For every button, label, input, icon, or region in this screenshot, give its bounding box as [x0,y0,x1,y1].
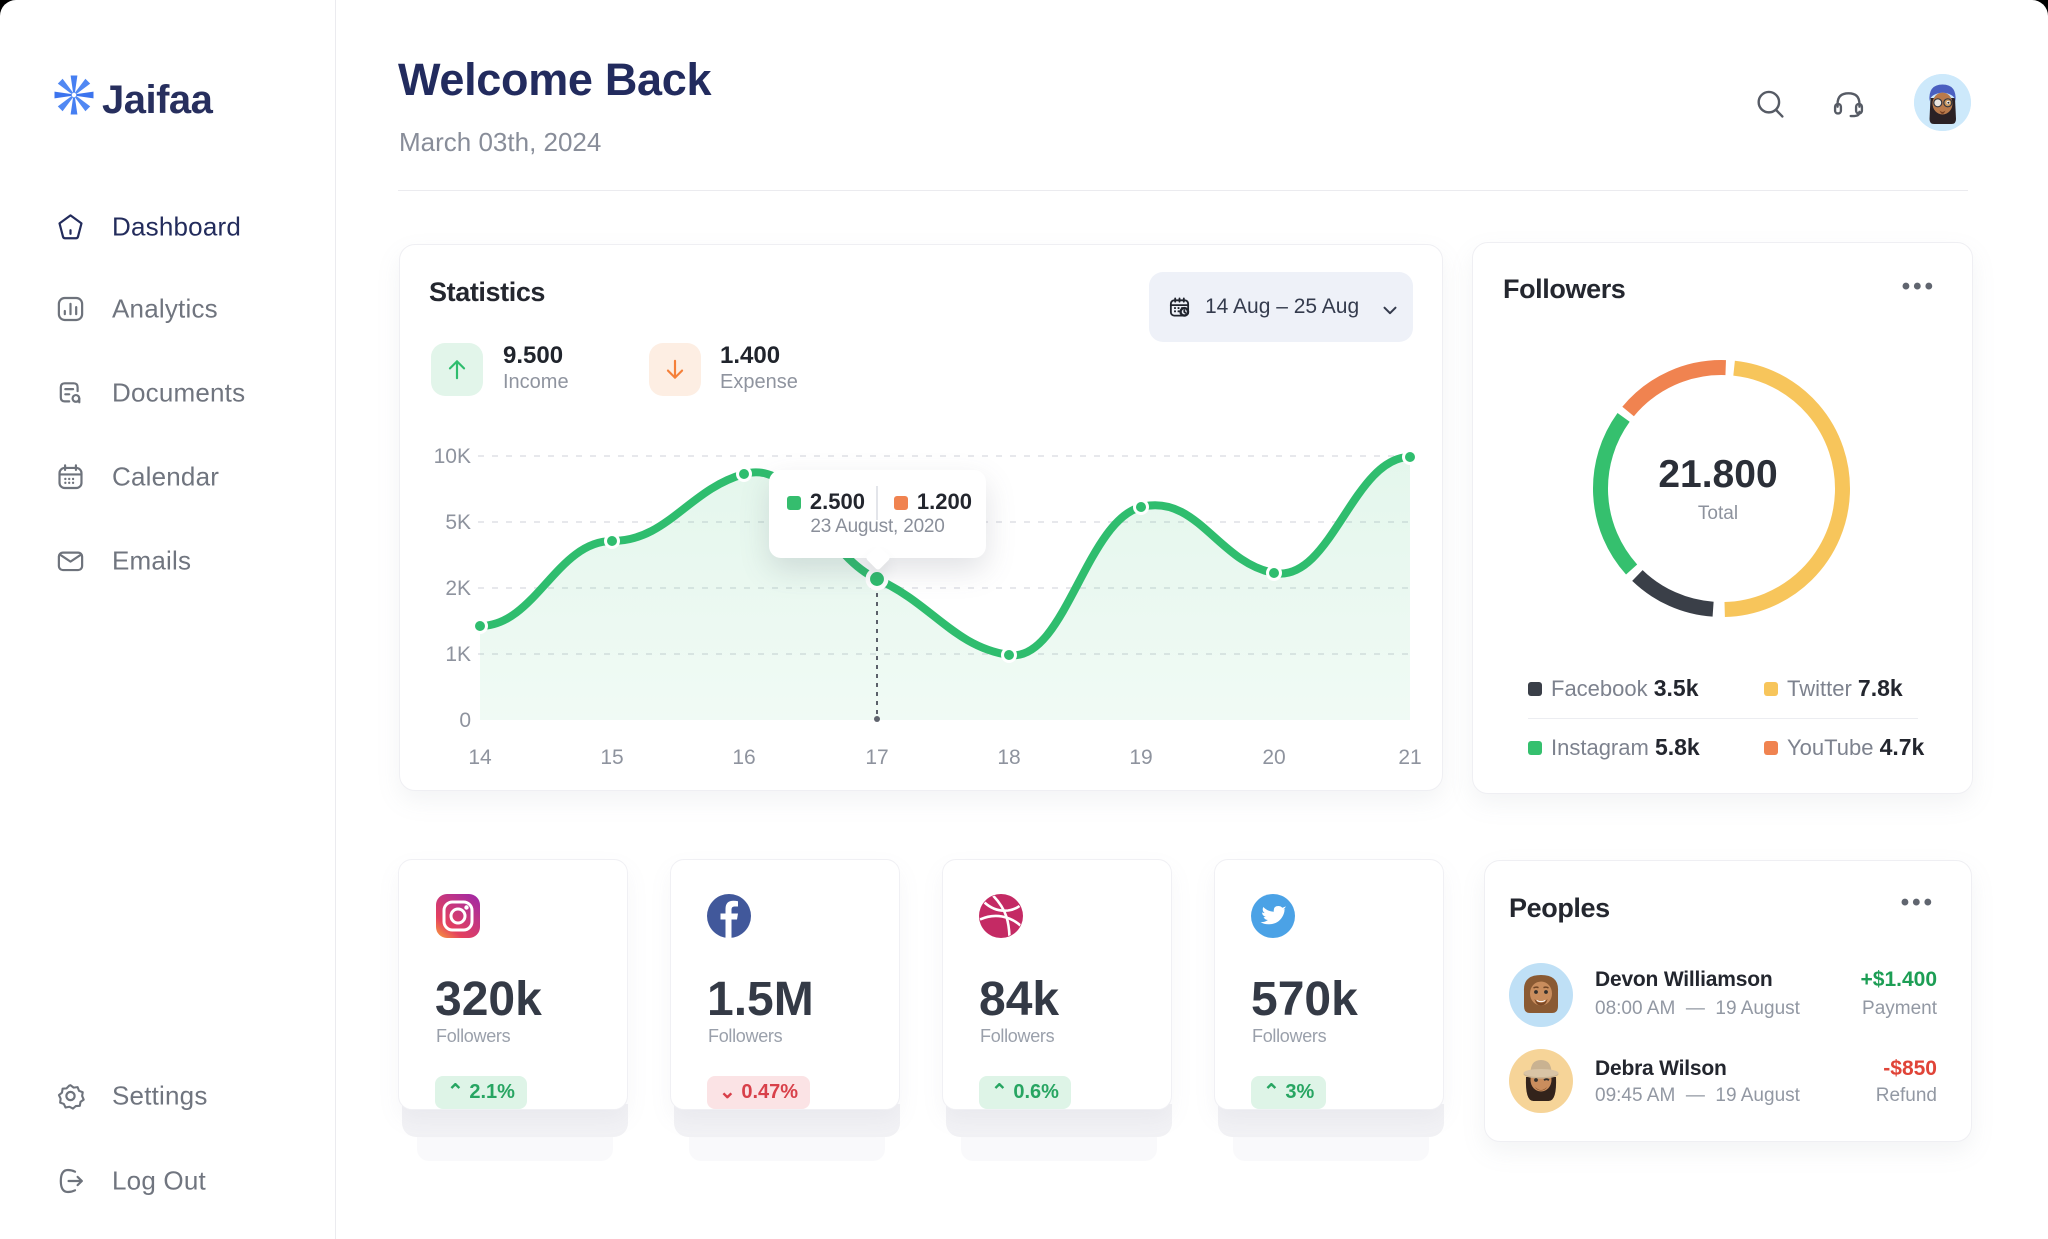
svg-text:18: 18 [997,746,1020,769]
svg-text:20: 20 [1262,746,1285,769]
svg-text:21: 21 [1398,746,1421,769]
svg-text:2K: 2K [445,577,471,600]
svg-text:14: 14 [468,746,492,769]
svg-text:19: 19 [1129,746,1152,769]
svg-text:17: 17 [865,746,888,769]
svg-text:15: 15 [600,746,623,769]
svg-text:5K: 5K [445,511,471,534]
svg-text:10K: 10K [434,445,471,468]
svg-text:0: 0 [459,709,471,732]
svg-text:16: 16 [732,746,755,769]
svg-text:1K: 1K [445,643,471,666]
